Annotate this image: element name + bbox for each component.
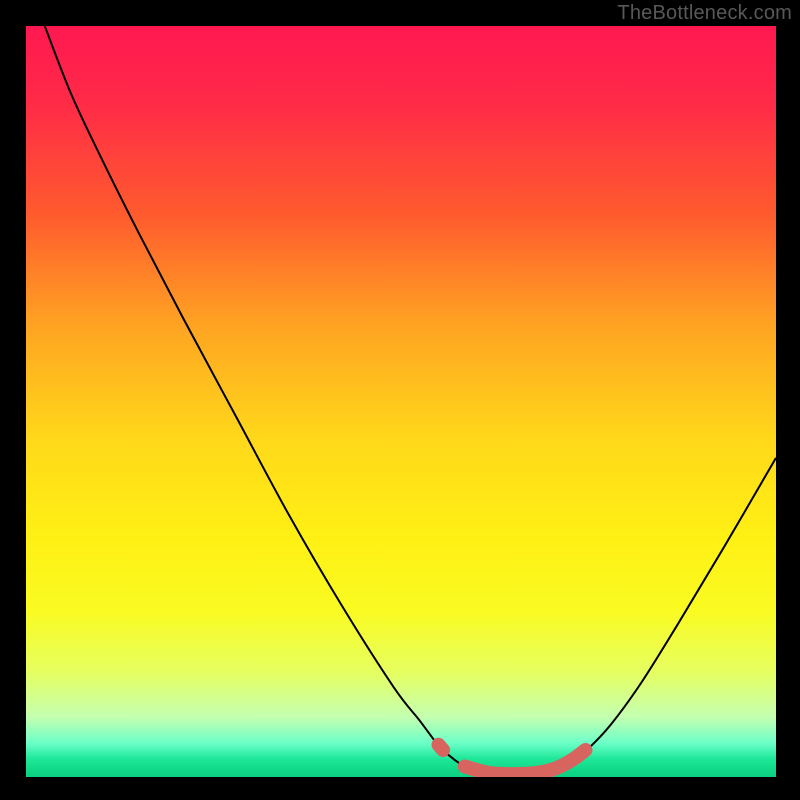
chart-root: TheBottleneck.com	[0, 0, 800, 800]
gradient-background	[26, 26, 776, 777]
plot-area	[26, 26, 776, 777]
bottom-marker-segment	[439, 745, 444, 750]
watermark-text: TheBottleneck.com	[617, 2, 792, 25]
chart-svg	[26, 26, 776, 777]
